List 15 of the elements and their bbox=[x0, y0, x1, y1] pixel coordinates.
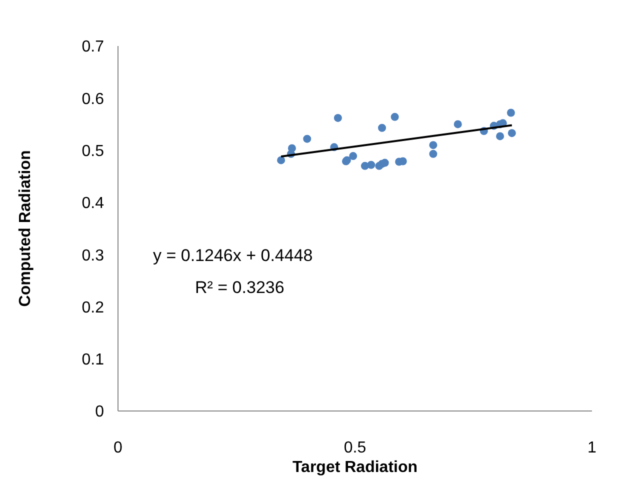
annotation: R² = 0.3236 bbox=[195, 278, 284, 298]
y-tick-label: 0.6 bbox=[82, 90, 104, 108]
y-tick-label: 0.7 bbox=[82, 38, 104, 56]
y-tick-label: 0 bbox=[95, 404, 104, 421]
y-tick-label: 0.4 bbox=[82, 195, 104, 212]
x-tick-label: 1 bbox=[588, 439, 597, 456]
y-axis-title: Computed Radiation bbox=[17, 150, 34, 307]
y-tick-label: 0.2 bbox=[82, 299, 104, 316]
y-tick-label: 0.3 bbox=[82, 247, 104, 264]
x-tick-label: 0.5 bbox=[344, 439, 366, 456]
y-tick-label: 0.5 bbox=[82, 142, 104, 160]
y-tick-label: 0.1 bbox=[82, 352, 104, 369]
x-tick-label: 0 bbox=[114, 439, 123, 456]
x-axis-title: Target Radiation bbox=[292, 459, 418, 476]
annotation: y = 0.1246x + 0.4448 bbox=[153, 246, 313, 266]
